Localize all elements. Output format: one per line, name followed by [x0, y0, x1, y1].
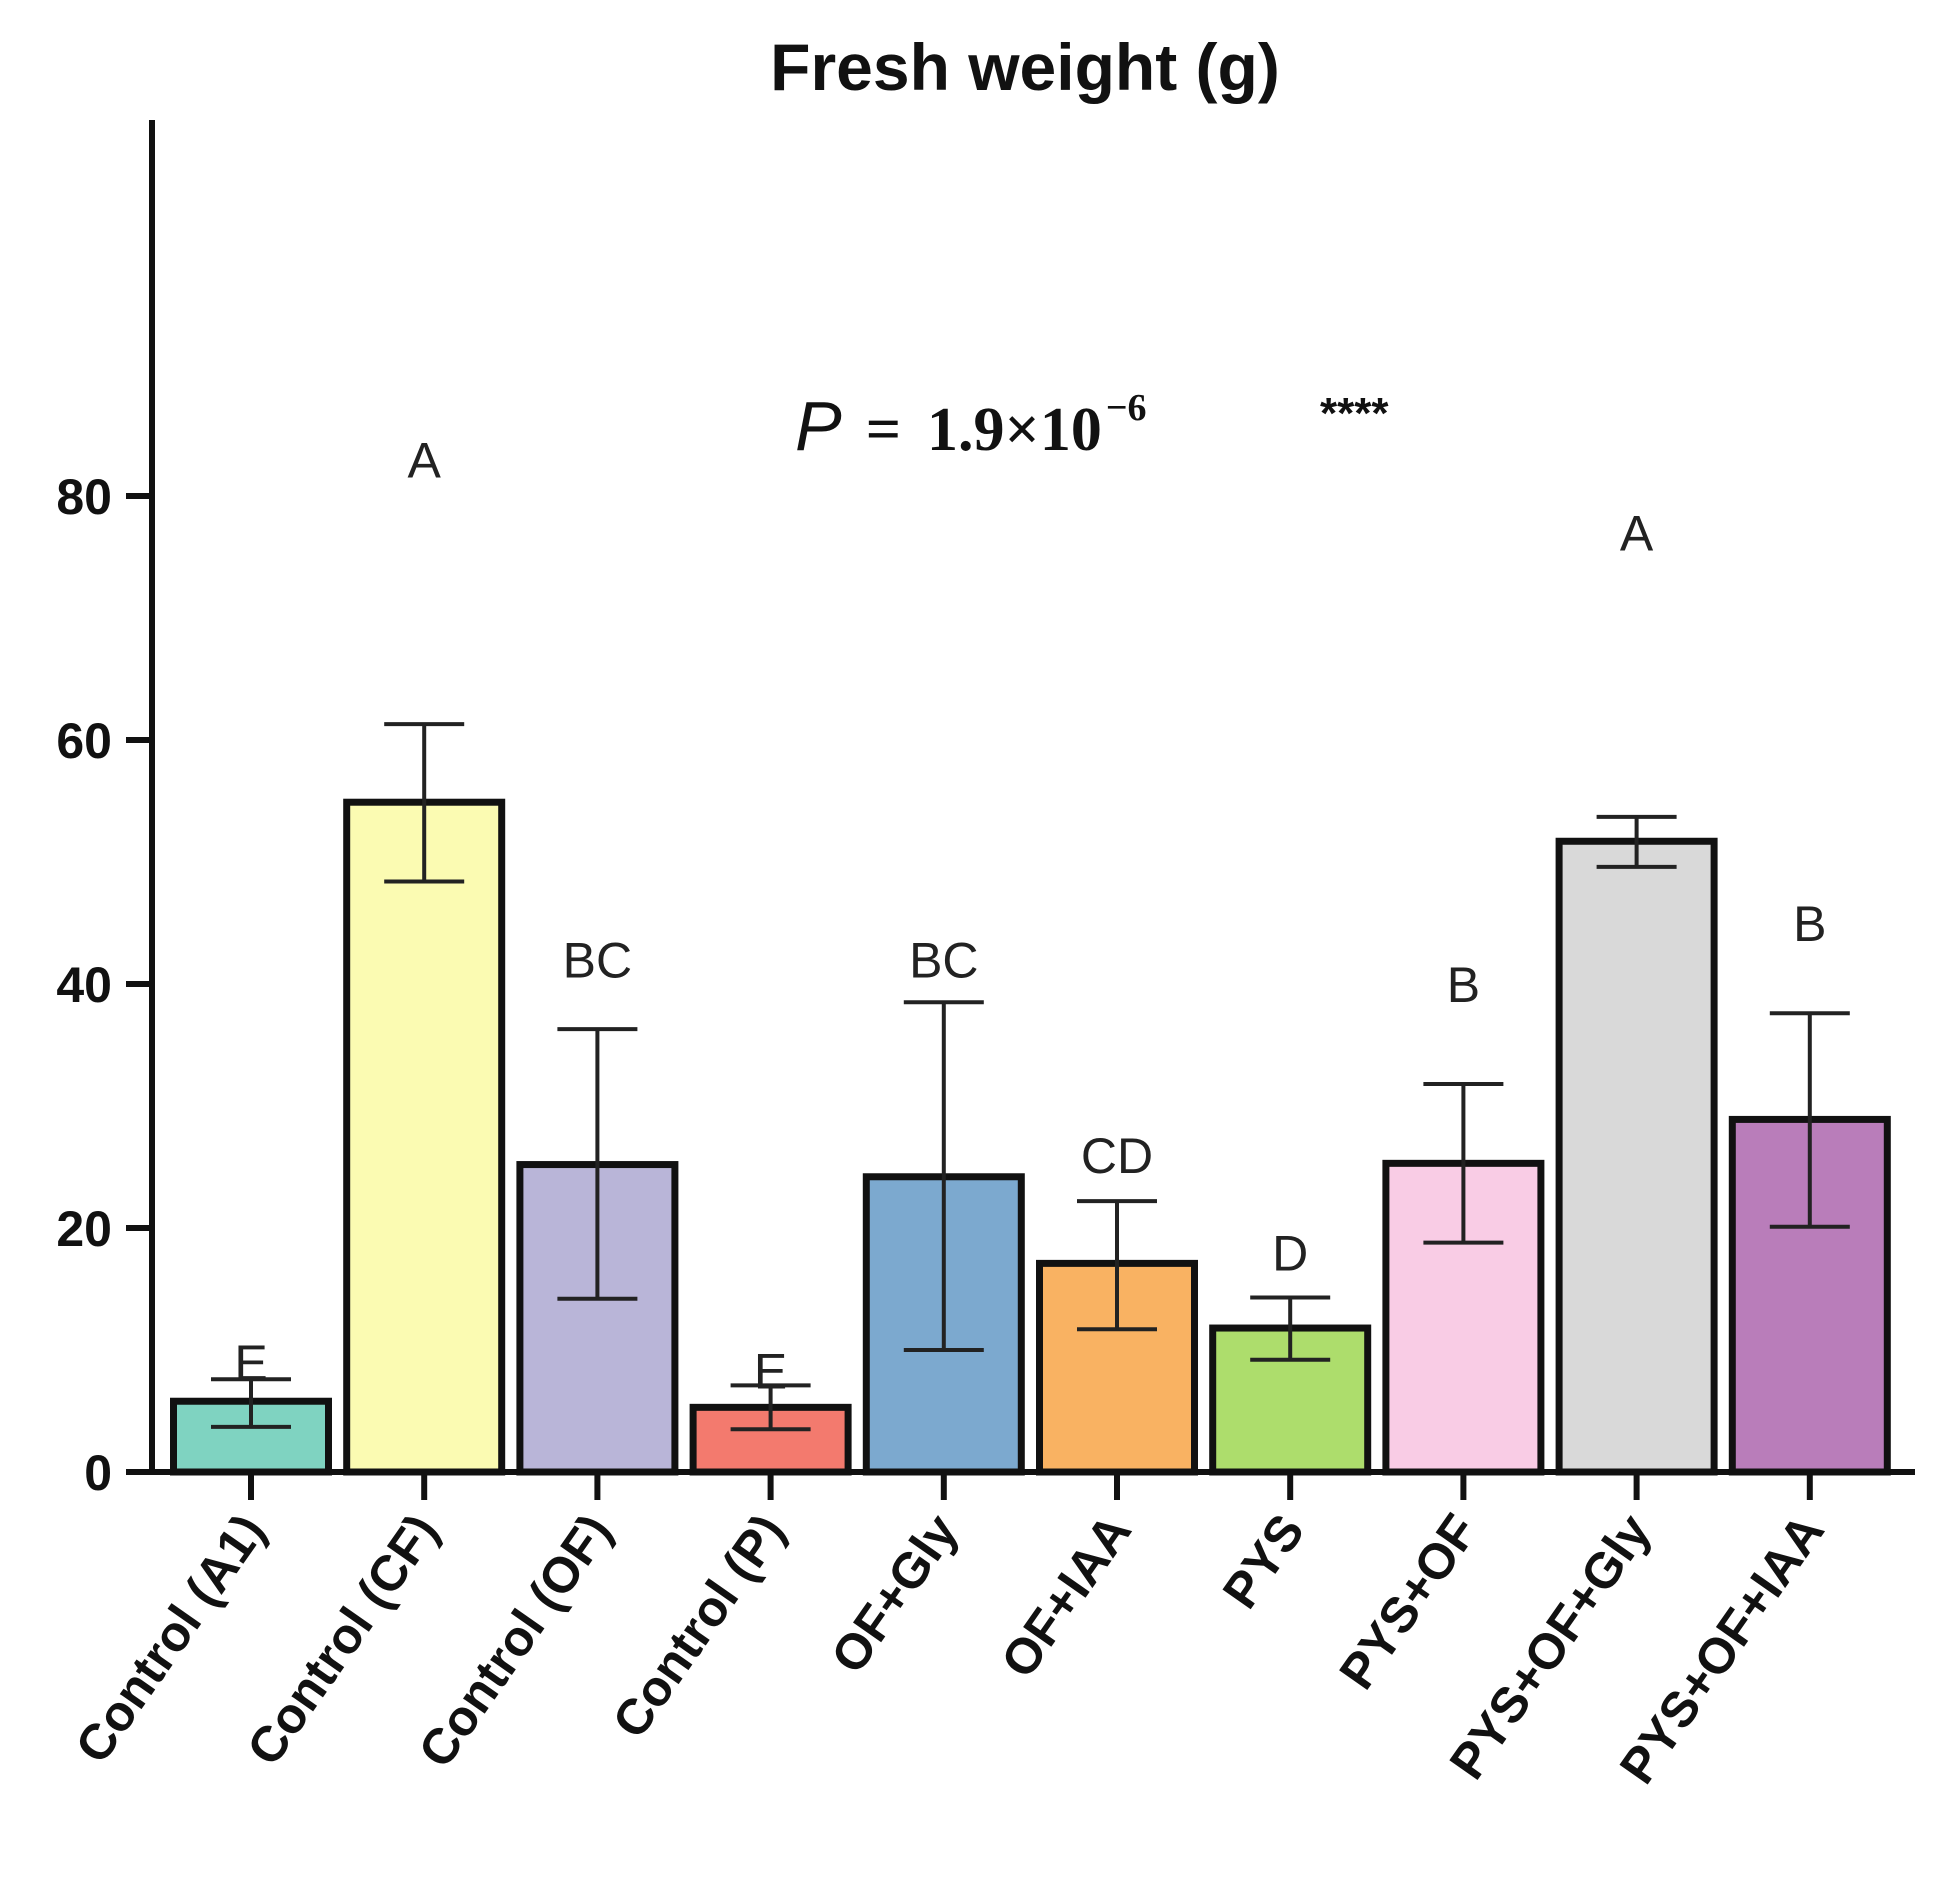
bar — [343, 798, 506, 1476]
p-exponent: −6 — [1106, 387, 1147, 429]
x-tick-labels-group: Control (A1)Control (CF)Control (OF)Cont… — [64, 1504, 1834, 1793]
significance-letter: E — [234, 1335, 267, 1391]
error-bars-group — [211, 722, 1850, 1432]
x-tick-label: PYS — [1212, 1504, 1315, 1618]
significance-letters-group: E A BC E BC CD D B A B — [234, 432, 1826, 1399]
significance-letter: B — [1793, 896, 1826, 952]
y-tick-label: 80 — [56, 469, 112, 525]
x-tick-label: OF+Gly — [820, 1504, 969, 1683]
significance-letter: CD — [1081, 1128, 1153, 1184]
y-tick-label: 60 — [56, 713, 112, 769]
significance-letter: B — [1447, 957, 1480, 1013]
chart-title: Fresh weight (g) — [770, 30, 1280, 104]
x-tick-label: OF+IAA — [990, 1504, 1142, 1687]
significance-stars: **** — [1320, 389, 1389, 438]
p-symbol: P — [795, 387, 842, 465]
significance-letter: A — [1620, 506, 1654, 562]
x-tick-label: PYS+OF — [1329, 1504, 1489, 1699]
significance-letter: BC — [563, 933, 632, 989]
significance-letter: A — [408, 432, 442, 488]
y-tick-label: 40 — [56, 957, 112, 1013]
significance-letter: E — [754, 1344, 787, 1400]
bar — [1555, 837, 1718, 1476]
significance-letter: BC — [909, 933, 978, 989]
significance-letter: D — [1272, 1225, 1308, 1281]
bars-group — [170, 798, 1891, 1476]
p-mantissa: 1.9×10 — [927, 396, 1102, 464]
p-equals: = — [866, 396, 901, 464]
p-value-annotation: P = 1.9×10 −6 — [795, 387, 1147, 465]
y-tick-label: 0 — [84, 1445, 112, 1501]
y-tick-label: 20 — [56, 1201, 112, 1257]
x-tick-label: Control (P) — [602, 1504, 796, 1748]
